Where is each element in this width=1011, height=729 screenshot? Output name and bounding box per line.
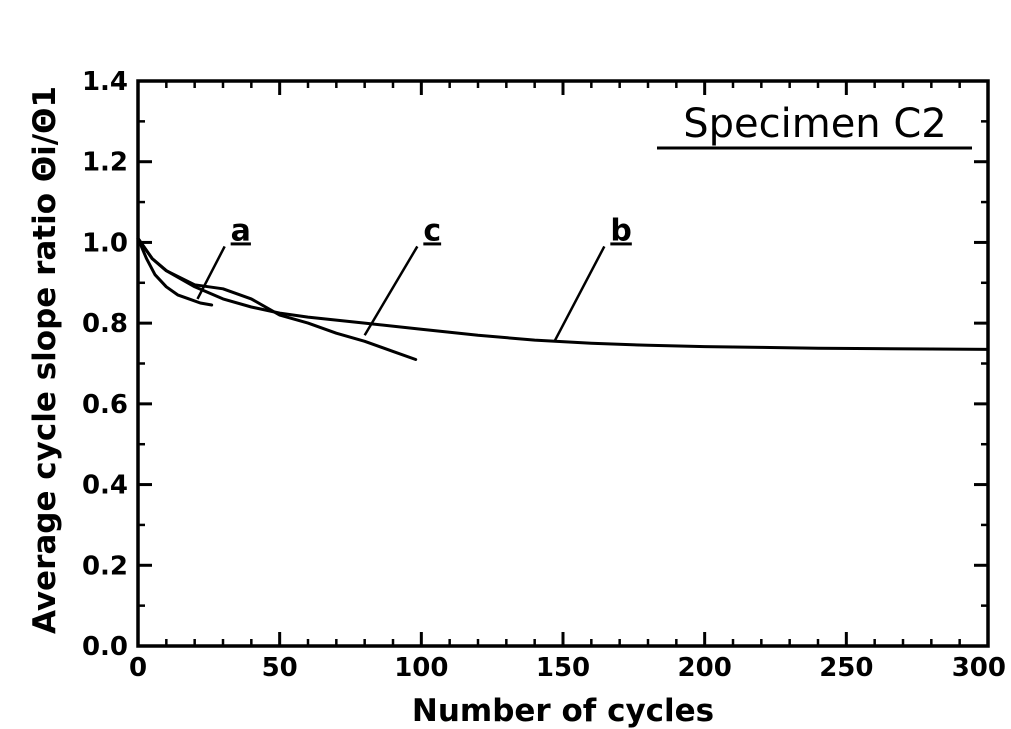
y-tick-label: 1.4 [82,67,128,97]
series-b-label: b [610,213,631,248]
x-tick-label: 200 [678,653,732,683]
x-tick-label: 300 [952,653,1006,683]
y-tick-label: 1.0 [82,228,128,258]
x-tick-label: 250 [819,653,873,683]
y-tick-label: 0.6 [82,390,128,420]
series-layer [136,236,990,361]
x-axis-title: Number of cycles [412,693,714,729]
series-c-leader [363,245,419,336]
series-b-leader [553,245,606,342]
x-axis-ticks: 0 50 100 150 200 250 300 [129,81,1006,683]
x-tick-label: 150 [536,653,590,683]
x-tick-label: 50 [262,653,298,683]
series-a-line [136,236,214,307]
specimen-annotation: Specimen C2 [683,101,947,147]
curve-labels: a b c [196,213,632,342]
y-axis-ticks: 0.0 0.2 0.4 0.6 0.8 1.0 1.2 1.4 [82,67,988,662]
y-tick-label: 0.0 [82,632,128,662]
y-axis-title: Average cycle slope ratio Θi/Θ1 [27,86,63,634]
series-a-label: a [231,213,251,248]
x-tick-label: 0 [129,653,147,683]
y-tick-label: 1.2 [82,148,128,178]
y-tick-label: 0.4 [82,471,128,501]
series-a-leader [196,245,226,300]
plot-frame [136,79,990,648]
y-tick-label: 0.2 [82,551,128,581]
series-c-label: c [423,213,441,248]
series-b-line [136,236,990,351]
y-tick-label: 0.8 [82,309,128,339]
x-tick-label: 100 [394,653,448,683]
series-c-line [136,236,418,361]
